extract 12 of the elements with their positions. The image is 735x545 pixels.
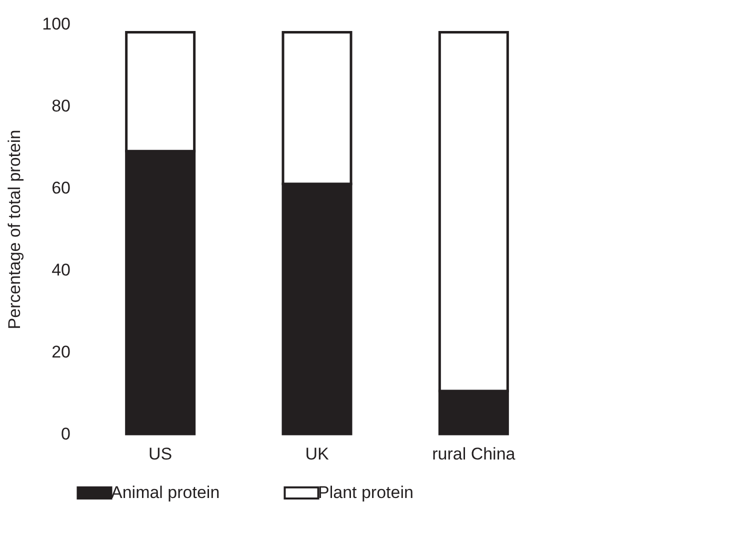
x-tick-label: US: [148, 444, 172, 464]
y-axis-title: Percentage of total protein: [5, 130, 24, 330]
y-tick-label: 0: [61, 424, 70, 444]
y-tick-label: 60: [52, 178, 70, 198]
y-tick-label: 40: [52, 260, 70, 280]
legend-label: Plant protein: [318, 482, 414, 502]
legend-label: Animal protein: [111, 482, 220, 502]
x-tick-label: rural China: [432, 444, 516, 464]
y-tick-label: 100: [42, 14, 70, 34]
y-tick-label: 80: [52, 96, 70, 116]
y-tick-label: 20: [52, 342, 70, 362]
x-tick-label: UK: [305, 444, 330, 464]
